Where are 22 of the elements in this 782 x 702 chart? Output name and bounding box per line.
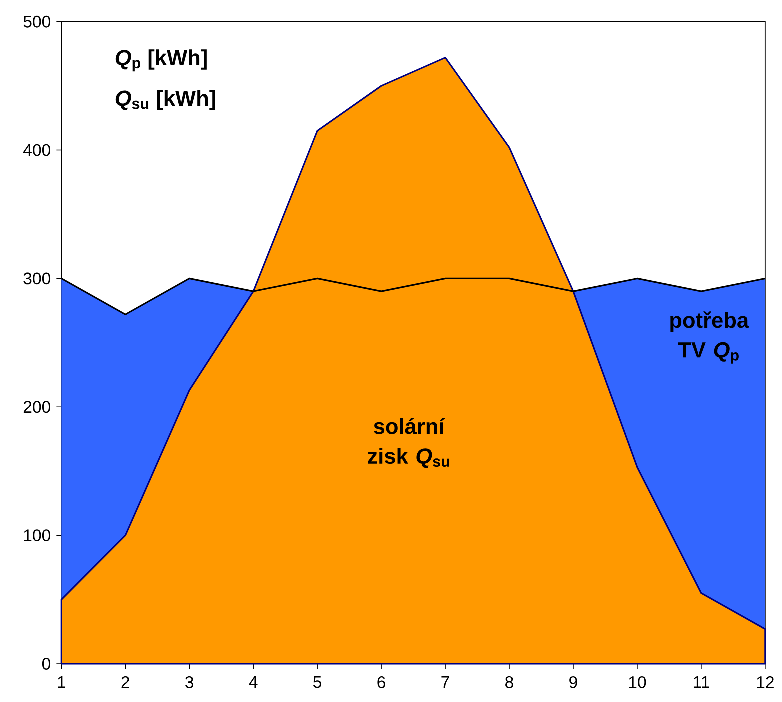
x-tick-label: 1 <box>58 676 66 688</box>
x-tick-label: 8 <box>506 676 514 688</box>
x-tick-label: 6 <box>378 676 386 688</box>
annotation: Q$_{p}$ [kWh] <box>116 50 207 72</box>
y-tick-label: 0 <box>42 658 51 670</box>
y-tick-label: 200 <box>24 401 51 414</box>
y-tick-label: 500 <box>24 16 51 28</box>
y-tick-label: 100 <box>24 530 51 542</box>
x-tick-label: 3 <box>186 676 194 688</box>
series-label: solární zisk Q$_{su}$ <box>368 418 450 468</box>
y-tick-label: 400 <box>23 144 51 156</box>
x-tick-label: 7 <box>442 676 450 688</box>
annotation: Q$_{su}$ [kWh] <box>116 90 216 111</box>
x-tick-label: 4 <box>249 676 258 688</box>
y-tick-label: 300 <box>24 272 51 285</box>
x-tick-label: 12 <box>757 676 774 688</box>
x-tick-label: 2 <box>122 676 130 688</box>
x-tick-label: 11 <box>694 676 710 688</box>
x-tick-label: 10 <box>629 676 646 688</box>
series-label: potřeba TV Q$_{p}$ <box>670 312 750 364</box>
x-tick-label: 5 <box>314 676 322 688</box>
x-tick-label: 9 <box>570 676 578 688</box>
